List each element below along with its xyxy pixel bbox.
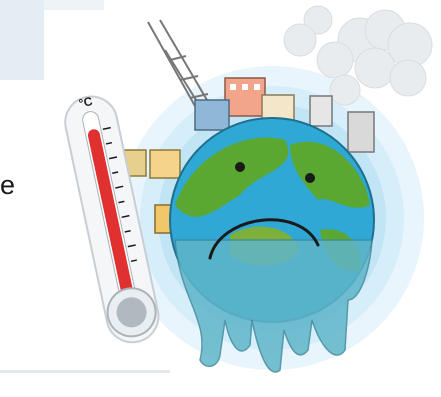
factory-icon xyxy=(121,77,375,234)
sad-earth-icon xyxy=(169,117,375,373)
thermometer-icon: °C xyxy=(64,94,160,344)
power-tower-icon xyxy=(147,19,215,116)
cropped-text-fragment: e xyxy=(0,170,16,200)
left-eye xyxy=(235,162,245,172)
frown-mouth xyxy=(208,218,320,260)
right-eye xyxy=(305,173,315,183)
background-divider xyxy=(0,370,170,373)
background-panel-top xyxy=(0,0,44,80)
thermometer-unit-label: °C xyxy=(78,94,94,111)
background-panel-edge xyxy=(44,0,104,10)
smoke-cloud-icon xyxy=(283,5,433,106)
